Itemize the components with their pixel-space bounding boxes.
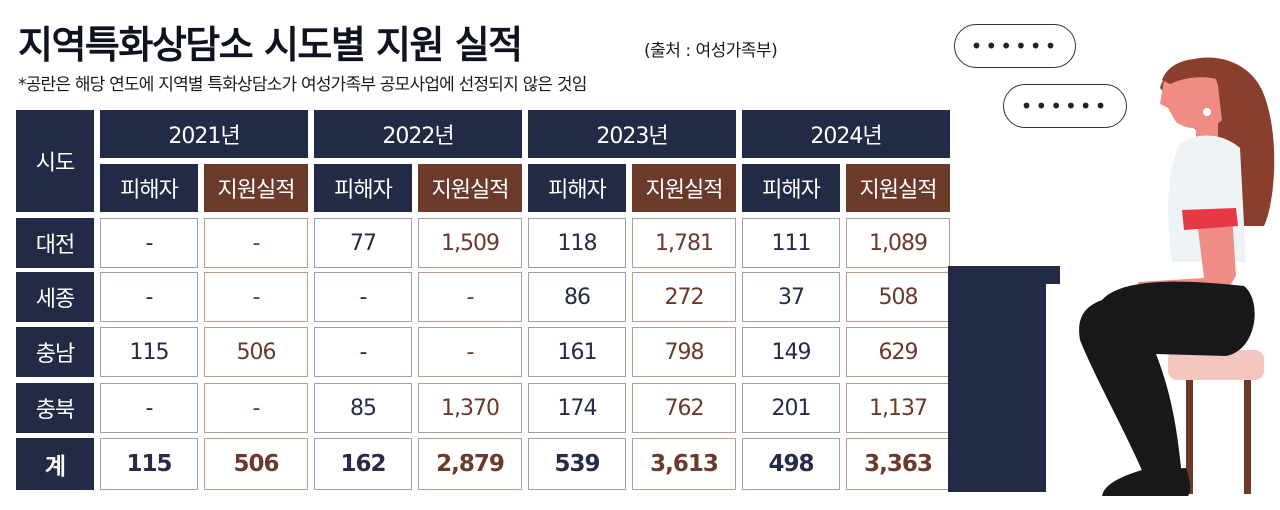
table-value-cell: - <box>418 272 522 322</box>
victims-header-cell: 피해자 <box>528 164 626 212</box>
support-header-cell: 지원실적 <box>846 164 950 212</box>
total-value-cell: 2,879 <box>418 438 522 490</box>
table-value-cell: - <box>204 383 308 433</box>
table-value-cell: - <box>314 327 412 377</box>
region-cell: 충북 <box>16 383 94 433</box>
stool-seat <box>1168 350 1264 380</box>
support-header-cell: 지원실적 <box>632 164 736 212</box>
stool-leg <box>1186 380 1193 494</box>
total-value-cell: 3,613 <box>632 438 736 490</box>
total-value-cell: 115 <box>100 438 198 490</box>
row-header-cell: 시도 <box>16 110 94 212</box>
table-value-cell: 77 <box>314 218 412 268</box>
table-value-cell: 115 <box>100 327 198 377</box>
earring <box>1203 108 1211 116</box>
sleeve <box>1182 208 1238 230</box>
table-value-cell: 149 <box>742 327 840 377</box>
shoe <box>1102 468 1191 496</box>
table-value-cell: 85 <box>314 383 412 433</box>
table-value-cell: 762 <box>632 383 736 433</box>
hair-fringe <box>1162 58 1236 86</box>
region-cell: 계 <box>16 438 94 490</box>
year-header-cell: 2023년 <box>528 110 736 158</box>
victims-header-cell: 피해자 <box>742 164 840 212</box>
table-value-cell: - <box>100 383 198 433</box>
table-value-cell: 201 <box>742 383 840 433</box>
table-value-cell: 174 <box>528 383 626 433</box>
table-value-cell: 111 <box>742 218 840 268</box>
table-value-cell: 1,781 <box>632 218 736 268</box>
speech-bubble: •••••• <box>954 24 1076 68</box>
table-value-cell: 272 <box>632 272 736 322</box>
speech-bubble: •••••• <box>1003 84 1127 128</box>
table-value-cell: 37 <box>742 272 840 322</box>
total-value-cell: 162 <box>314 438 412 490</box>
victims-header-cell: 피해자 <box>100 164 198 212</box>
table-value-cell: - <box>314 272 412 322</box>
table-value-cell: 118 <box>528 218 626 268</box>
total-value-cell: 539 <box>528 438 626 490</box>
table-value-cell: - <box>204 218 308 268</box>
victims-header-cell: 피해자 <box>314 164 412 212</box>
table-value-cell: 1,370 <box>418 383 522 433</box>
year-header-cell: 2021년 <box>100 110 308 158</box>
table-value-cell: 1,089 <box>846 218 950 268</box>
support-header-cell: 지원실적 <box>204 164 308 212</box>
table-value-cell: 86 <box>528 272 626 322</box>
arm <box>1138 212 1236 298</box>
stool-leg <box>1244 380 1251 494</box>
desk-body <box>948 284 1046 492</box>
table-value-cell: 1,509 <box>418 218 522 268</box>
total-value-cell: 506 <box>204 438 308 490</box>
table-value-cell: - <box>100 272 198 322</box>
table-value-cell: - <box>418 327 522 377</box>
support-header-cell: 지원실적 <box>418 164 522 212</box>
table-value-cell: - <box>100 218 198 268</box>
year-header-cell: 2024년 <box>742 110 950 158</box>
page-title: 지역특화상담소 시도별 지원 실적 <box>18 23 523 67</box>
source-text: (출처 : 여성가족부) <box>644 41 778 61</box>
region-cell: 세종 <box>16 272 94 322</box>
desk-top <box>948 266 1060 284</box>
total-value-cell: 498 <box>742 438 840 490</box>
table-value-cell: 798 <box>632 327 736 377</box>
trousers <box>1079 281 1255 480</box>
table-value-cell: 161 <box>528 327 626 377</box>
table-value-cell: 506 <box>204 327 308 377</box>
region-cell: 대전 <box>16 218 94 268</box>
table-value-cell: 1,137 <box>846 383 950 433</box>
footnote-text: *공란은 해당 연도에 지역별 특화상담소가 여성가족부 공모사업에 선정되지 … <box>18 75 587 95</box>
table-value-cell: 508 <box>846 272 950 322</box>
year-header-cell: 2022년 <box>314 110 522 158</box>
table-value-cell: - <box>204 272 308 322</box>
total-value-cell: 3,363 <box>846 438 950 490</box>
region-cell: 충남 <box>16 327 94 377</box>
